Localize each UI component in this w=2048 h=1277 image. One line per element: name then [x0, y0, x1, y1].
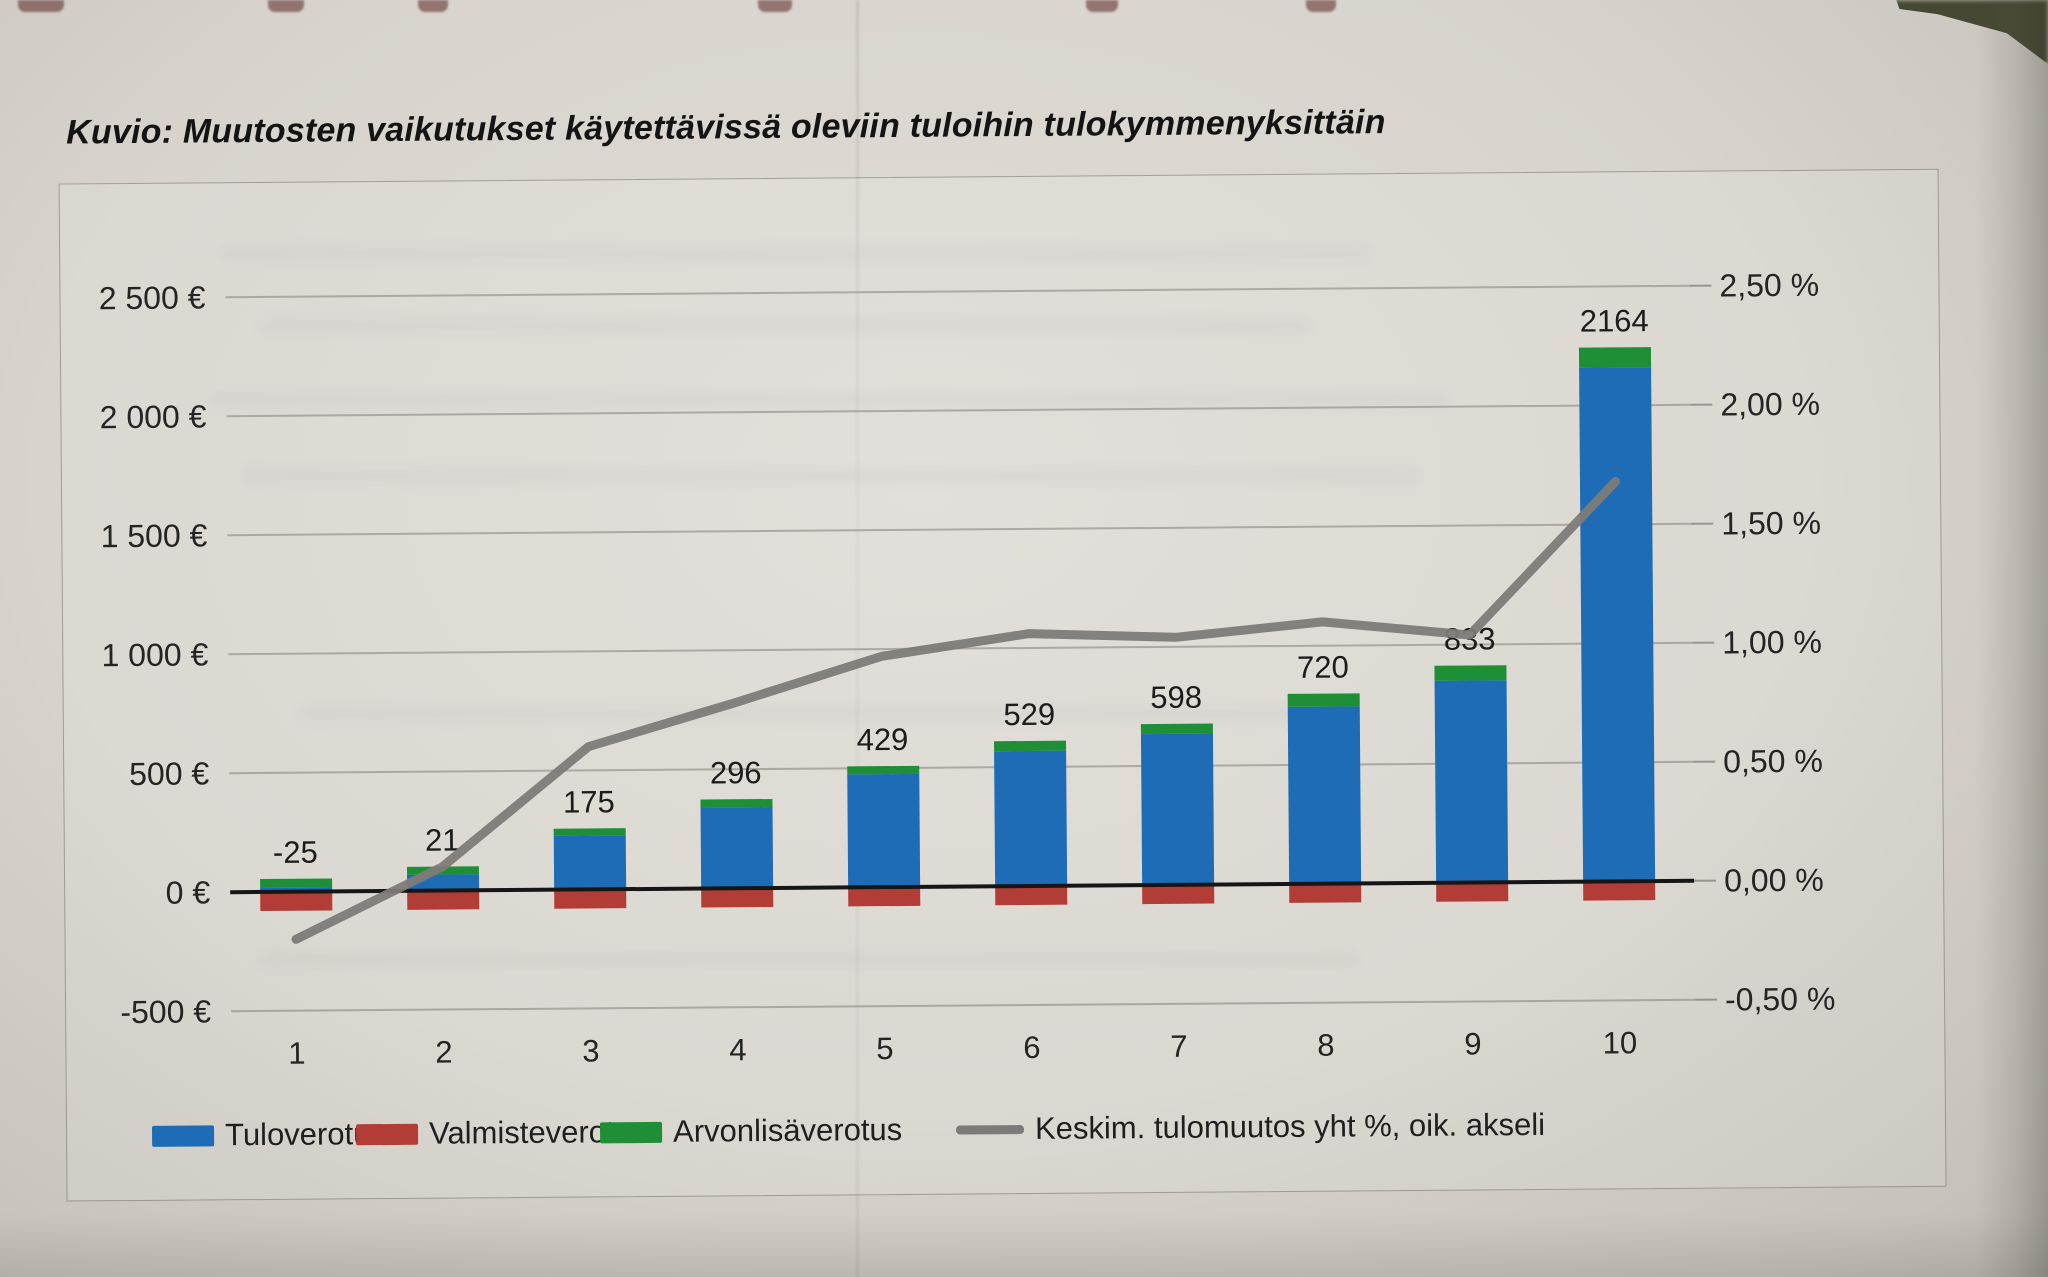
bar-segment-arvonlisaverotus [259, 878, 332, 889]
gridline-layer [0, 0, 2043, 1013]
bar-segment-arvonlisaverotus [406, 866, 479, 876]
x-axis-label: 1 [288, 1035, 306, 1071]
paper-edge-shadow [0, 1213, 2048, 1277]
bar-value-label: 833 [1443, 621, 1496, 657]
page-bleedthrough [220, 246, 1370, 261]
left-axis-tick-label: 2 000 € [99, 398, 207, 436]
legend-label: Keskim. tulomuutos yht %, oik. akseli [1034, 1106, 1546, 1146]
right-axis-tick-mark [1692, 641, 1715, 644]
left-axis-tick-label: 1 500 € [100, 517, 208, 555]
photo-artifact [18, 0, 64, 12]
photo-artifact [1306, 0, 1336, 12]
bar-segment-tuloverotus [553, 835, 626, 890]
bar-segment-tuloverotus [1287, 706, 1361, 884]
legend-swatch-arvonlisaverotus [599, 1121, 663, 1143]
bar-segment-tuloverotus [700, 806, 773, 889]
left-axis-tick-label: 0 € [165, 874, 211, 911]
bar-value-label: 2164 [1579, 303, 1649, 339]
bar-segment-arvonlisaverotus [1287, 692, 1360, 707]
bar-segment-arvonlisaverotus [846, 765, 919, 775]
photo-artifact [758, 0, 792, 12]
photo-artifact [418, 0, 448, 12]
left-axis-tick-label: 1 000 € [101, 636, 209, 674]
bar-segment-valmisteverotus [700, 887, 773, 908]
data-label-layer: -25 21 175 296 429 529 598 720 833 2164 [0, 0, 2043, 870]
figure-title: Kuvio: Muutosten vaikutukset käytettävis… [66, 103, 1386, 152]
bar-segment-valmisteverotus [1435, 882, 1508, 902]
x-axis-label: 2 [435, 1034, 453, 1070]
x-axis-label: 5 [876, 1031, 894, 1067]
bar-segment-valmisteverotus [553, 889, 626, 909]
photo-artifact [268, 0, 304, 12]
bar-segment-tuloverotus [846, 774, 920, 888]
legend-swatch-line [956, 1124, 1025, 1135]
right-axis-tick-mark [1694, 879, 1717, 882]
right-axis-tick-mark [1691, 522, 1714, 525]
axis-layer: 1 2 3 4 5 6 7 8 9 10 2 500 € 2 000 € 1 500 € 1 000 € 5… [0, 0, 2043, 1071]
bar-segment-arvonlisaverotus [699, 798, 773, 808]
x-axis-label: 3 [582, 1033, 600, 1069]
right-axis-tick-label: 0,00 % [1723, 861, 1824, 899]
bar-segment-valmisteverotus [994, 885, 1067, 906]
bar-segment-arvonlisaverotus [1140, 723, 1213, 735]
legend-swatch-tuloverotus [151, 1124, 215, 1147]
bar-segment-valmisteverotus [259, 891, 332, 912]
bar-value-label: 429 [856, 721, 909, 758]
bar-segment-tuloverotus [1140, 733, 1214, 886]
bar-value-label: 529 [1003, 696, 1056, 733]
x-axis-label: 8 [1317, 1027, 1335, 1063]
bar-segment-valmisteverotus [1582, 881, 1655, 901]
right-axis-tick-label: 2,00 % [1720, 385, 1821, 423]
bar-segment-arvonlisaverotus [993, 740, 1066, 751]
bar-segment-arvonlisaverotus [553, 828, 626, 837]
x-axis-label: 7 [1170, 1028, 1188, 1064]
legend-item-arvonlisaverotus: Arvonlisäverotus [599, 1109, 903, 1153]
left-axis-tick-label: -500 € [120, 993, 212, 1031]
bars-layer [0, 0, 2043, 912]
x-axis-label: 9 [1464, 1026, 1482, 1062]
page-bleedthrough [260, 318, 1310, 333]
bar-segment-arvonlisaverotus [1433, 664, 1507, 681]
left-axis-tick-label: 500 € [129, 755, 210, 793]
bar-segment-valmisteverotus [406, 890, 479, 910]
bar-segment-tuloverotus [993, 750, 1067, 887]
bar-segment-valmisteverotus [1288, 883, 1361, 903]
right-axis-tick-label: 1,00 % [1722, 623, 1823, 661]
bar-value-label: 720 [1296, 649, 1349, 685]
bar-value-label: 296 [709, 754, 762, 790]
right-axis-tick-mark [1693, 760, 1716, 763]
left-axis-tick-label: 2 500 € [98, 279, 206, 317]
right-axis-tick-mark [1695, 998, 1718, 1001]
right-axis-tick-label: 1,50 % [1721, 504, 1822, 542]
right-axis-tick-label: 2,50 % [1719, 266, 1820, 304]
legend-item-tuloverotus: Tuloverotus [151, 1113, 386, 1157]
right-axis-tick-mark [1690, 403, 1713, 406]
page-bleedthrough [260, 952, 1360, 967]
bar-value-label: 175 [562, 784, 615, 820]
bar-segment-valmisteverotus [1141, 884, 1214, 905]
bar-value-label: 21 [424, 822, 460, 858]
bar-value-label: 598 [1150, 679, 1203, 715]
right-axis-tick-label: -0,50 % [1724, 980, 1836, 1018]
x-axis-label: 6 [1023, 1029, 1041, 1066]
bar-segment-tuloverotus [1434, 680, 1508, 883]
bar-value-label: -25 [272, 834, 318, 870]
right-axis-tick-mark [1689, 284, 1712, 287]
paper-edge-shadow [1976, 0, 2048, 1277]
x-axis-label: 4 [729, 1032, 747, 1068]
page-bleedthrough [210, 392, 1450, 407]
legend-item-average-change-line: Keskim. tulomuutos yht %, oik. akseli [956, 1104, 1545, 1151]
photo-artifact [1086, 0, 1118, 12]
legend-label: Arvonlisäverotus [672, 1111, 903, 1149]
x-axis-label: 10 [1602, 1025, 1638, 1061]
right-axis-tick-label: 0,50 % [1723, 742, 1823, 780]
legend-swatch-valmisteverotus [355, 1123, 419, 1145]
bar-segment-arvonlisaverotus [1578, 346, 1651, 368]
bar-segment-valmisteverotus [847, 886, 920, 907]
bar-segment-tuloverotus [1578, 367, 1655, 882]
